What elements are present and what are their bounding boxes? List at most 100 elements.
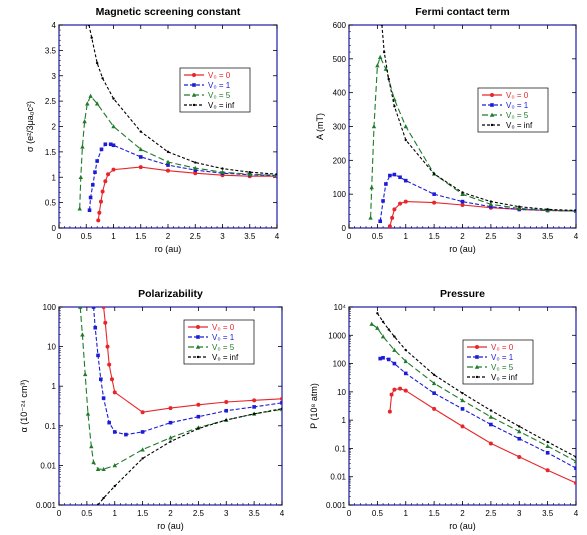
legend-marker — [490, 93, 494, 97]
data-point — [403, 358, 408, 364]
data-point — [403, 178, 408, 183]
legend-label: V₀ = 5 — [212, 343, 235, 352]
data-point — [387, 409, 392, 414]
data-point — [378, 356, 383, 361]
data-point — [106, 172, 111, 177]
x-tick-label: 3.5 — [249, 509, 261, 518]
data-point — [392, 172, 397, 177]
data-point — [392, 347, 397, 352]
data-point — [518, 205, 521, 208]
y-tick-label: 500 — [333, 55, 347, 64]
data-point — [404, 348, 407, 352]
data-point — [140, 430, 145, 434]
x-tick-label: 0.5 — [81, 232, 93, 241]
plot-frame — [58, 24, 278, 229]
data-point — [77, 307, 83, 309]
x-tick-label: 2.5 — [190, 232, 202, 241]
data-point — [387, 328, 390, 331]
data-point — [432, 200, 437, 205]
data-point — [252, 405, 256, 409]
chart-title: Pressure — [440, 288, 485, 300]
data-point — [545, 443, 550, 448]
data-point — [109, 377, 114, 382]
data-point — [461, 191, 464, 194]
legend-marker — [196, 325, 200, 329]
data-point — [280, 396, 282, 401]
y-tick-label: 1000 — [328, 331, 346, 340]
data-point — [193, 165, 198, 170]
data-point — [101, 466, 106, 472]
y-tick-label: 0 — [52, 224, 57, 233]
data-point — [90, 36, 93, 39]
data-point — [88, 195, 93, 200]
data-point — [393, 105, 396, 108]
legend-label: V₀ = 5 — [208, 91, 231, 100]
data-point — [140, 410, 145, 415]
y-tick-label: 10⁴ — [334, 303, 347, 312]
data-point — [220, 169, 225, 174]
data-point — [138, 165, 143, 170]
data-point — [390, 215, 395, 220]
data-point — [386, 357, 391, 362]
legend-marker — [196, 355, 200, 359]
data-point — [168, 435, 173, 440]
data-point — [404, 138, 407, 142]
data-point — [398, 175, 402, 180]
data-point — [375, 63, 380, 68]
data-point — [224, 399, 229, 404]
data-point — [381, 199, 385, 203]
data-point — [93, 325, 98, 330]
data-point — [102, 496, 105, 500]
data-point — [384, 182, 388, 186]
data-point — [225, 418, 228, 422]
x-tick-label: 2 — [168, 509, 173, 518]
data-point — [368, 215, 373, 220]
y-tick-label: 1.5 — [45, 148, 57, 157]
data-point — [387, 77, 390, 81]
data-point — [489, 204, 493, 209]
data-point — [398, 386, 403, 391]
data-point — [489, 200, 493, 203]
y-tick-label: 600 — [333, 21, 347, 30]
legend-label: V₀ = inf — [491, 373, 518, 382]
data-point — [168, 406, 173, 411]
data-point — [545, 451, 550, 455]
y-tick-label: 1 — [52, 382, 57, 391]
data-point — [169, 440, 172, 443]
y-tick-label: 0.001 — [326, 501, 347, 510]
data-point — [138, 155, 143, 159]
data-point — [389, 392, 394, 397]
chart-panel-2: Fermi contact term 0 0.5 1 1.5 2 2.5 3 3.5 4 0 100 2… — [315, 6, 579, 254]
data-point — [573, 458, 576, 464]
x-tick-label: 0 — [347, 509, 352, 518]
y-tick-label: 1 — [342, 416, 347, 425]
data-point — [112, 390, 117, 395]
data-point — [387, 224, 392, 228]
x-tick-label: 2.5 — [193, 509, 205, 518]
x-tick-label: 1 — [404, 232, 409, 241]
data-point — [488, 201, 494, 207]
legend-label: V₀ = 1 — [491, 353, 514, 362]
data-point — [193, 168, 198, 172]
data-point — [105, 344, 110, 349]
series-line-4 — [376, 312, 576, 458]
data-point — [388, 173, 392, 178]
data-point — [91, 307, 96, 309]
data-point — [574, 480, 576, 485]
y-tick-label: 1 — [52, 173, 57, 182]
x-tick-label: 0 — [347, 232, 352, 241]
data-point — [247, 171, 252, 177]
data-point — [166, 150, 170, 154]
legend-marker — [474, 364, 480, 369]
data-point — [101, 77, 104, 80]
data-point — [574, 209, 576, 212]
data-point — [376, 312, 379, 315]
y-tick-label: 0.5 — [45, 199, 57, 208]
x-tick-label: 2 — [460, 232, 465, 241]
data-point — [95, 466, 101, 472]
data-point — [369, 321, 374, 326]
y-tick-label: 100 — [333, 190, 347, 199]
data-point — [93, 170, 97, 174]
data-point — [165, 159, 171, 164]
data-point — [280, 401, 282, 405]
